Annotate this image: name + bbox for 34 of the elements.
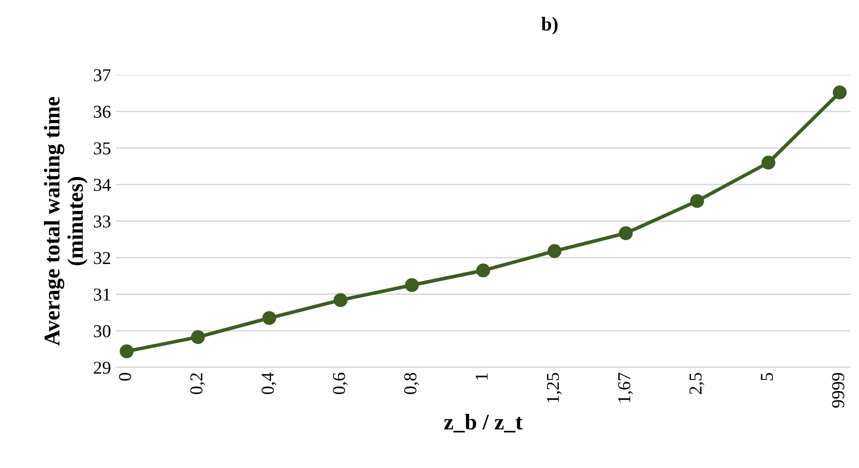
point bbox=[618, 226, 633, 240]
x-axis-title: z_b / z_t bbox=[444, 414, 523, 432]
point bbox=[334, 293, 348, 308]
x-tick-label: 0,8 bbox=[404, 372, 419, 394]
y-tick-label: 30 bbox=[94, 325, 110, 338]
x-tick-label: 0,4 bbox=[262, 372, 276, 394]
y-axis-title: Average total waiting time (minutes) bbox=[44, 96, 88, 346]
y-tick-label: 32 bbox=[94, 252, 110, 264]
point bbox=[191, 330, 205, 344]
y-tick-label: 33 bbox=[94, 215, 110, 228]
x-tick-label: 0,6 bbox=[332, 372, 348, 394]
x-tick-label: 0,2 bbox=[190, 373, 206, 394]
x-tick-label: 1 bbox=[476, 373, 488, 380]
point bbox=[120, 344, 134, 358]
x-tick-label: 5 bbox=[760, 372, 773, 380]
chart-title: b) bbox=[541, 16, 558, 35]
x-tick-label: 1,25 bbox=[546, 372, 562, 402]
y-tick-label: 34 bbox=[94, 178, 111, 192]
x-tick-label: 1,67 bbox=[618, 372, 633, 402]
x-tick-label: 0 bbox=[118, 372, 132, 381]
point bbox=[404, 278, 419, 292]
x-tick-label: 9999 bbox=[832, 372, 844, 408]
x-tick-label: 2,5 bbox=[689, 372, 704, 394]
point bbox=[262, 311, 276, 325]
y-tick-label: 31 bbox=[94, 288, 110, 301]
point bbox=[690, 194, 704, 208]
point bbox=[476, 264, 490, 278]
y-tick-label: 29 bbox=[94, 362, 110, 374]
point bbox=[832, 85, 847, 100]
y-tick-label: 37 bbox=[94, 69, 111, 82]
y-tick-label: 36 bbox=[94, 106, 111, 118]
point bbox=[761, 156, 776, 170]
y-tick-label: 35 bbox=[94, 142, 110, 154]
point bbox=[548, 244, 562, 258]
